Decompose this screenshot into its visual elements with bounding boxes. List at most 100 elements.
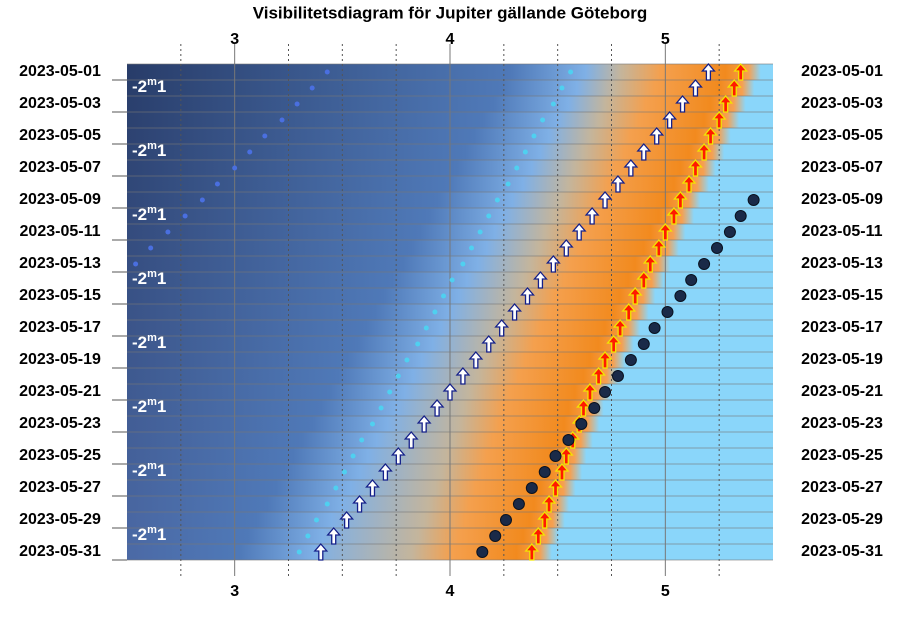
- magnitude-sign: -2: [132, 525, 147, 544]
- date-label-right: 2023-05-03: [801, 95, 883, 112]
- date-label-right: 2023-05-13: [801, 255, 883, 272]
- arrow: [558, 239, 574, 257]
- magnitude-sign: -2: [132, 205, 147, 224]
- dot: [469, 245, 475, 251]
- date-label-right: 2023-05-19: [801, 351, 883, 368]
- date-label-left: 2023-05-05: [19, 127, 101, 144]
- dot: [514, 165, 520, 171]
- arrow: [657, 223, 673, 241]
- date-label-left: 2023-05-07: [19, 159, 101, 176]
- dot: [247, 149, 253, 155]
- magnitude-decimal: 1: [157, 525, 166, 544]
- dot: [432, 309, 438, 315]
- dot: [309, 85, 315, 91]
- dot: [568, 69, 574, 75]
- dot: [324, 501, 330, 507]
- magnitude-sign: -2: [132, 461, 147, 480]
- dot: [359, 437, 365, 443]
- dot: [296, 549, 302, 555]
- dot: [148, 245, 154, 251]
- dot: [214, 181, 220, 187]
- x-tick-label-top: 3: [230, 31, 239, 48]
- dot: [199, 197, 205, 203]
- arrow: [468, 351, 484, 369]
- dot: [531, 133, 537, 139]
- arrow: [681, 175, 697, 193]
- dot: [324, 69, 330, 75]
- date-label-left: 2023-05-19: [19, 351, 101, 368]
- date-label-left: 2023-05-21: [19, 383, 101, 400]
- arrow: [545, 255, 561, 273]
- arrow: [377, 463, 393, 481]
- arrow: [403, 431, 419, 449]
- big-dot: [734, 210, 747, 222]
- dot: [165, 229, 171, 235]
- arrow: [688, 79, 703, 97]
- magnitude-label: -2m1: [132, 140, 166, 161]
- magnitude-decimal: 1: [157, 333, 166, 352]
- dot: [477, 229, 483, 235]
- date-label-right: 2023-05-31: [801, 543, 883, 560]
- arrow: [651, 239, 667, 257]
- date-label-left: 2023-05-17: [19, 319, 101, 336]
- arrow: [390, 447, 406, 465]
- arrow: [365, 479, 380, 497]
- date-label-left: 2023-05-15: [19, 287, 101, 304]
- magnitude-unit: m: [147, 204, 157, 216]
- magnitude-unit: m: [147, 460, 157, 472]
- arrow: [554, 463, 570, 481]
- date-label-left: 2023-05-27: [19, 479, 101, 496]
- magnitude-decimal: 1: [157, 397, 166, 416]
- magnitude-decimal: 1: [157, 205, 166, 224]
- date-label-right: 2023-05-17: [801, 319, 883, 336]
- arrow: [442, 383, 458, 401]
- dot: [522, 149, 528, 155]
- big-dot: [747, 194, 760, 206]
- date-label-right: 2023-05-21: [801, 383, 883, 400]
- date-label-left: 2023-05-01: [19, 63, 101, 80]
- arrow: [339, 511, 355, 529]
- dot: [505, 181, 511, 187]
- magnitude-unit: m: [147, 332, 157, 344]
- arrow: [520, 287, 535, 305]
- big-dot: [588, 402, 601, 414]
- arrow: [313, 543, 329, 561]
- magnitude-label: -2m1: [132, 204, 166, 225]
- dot: [441, 293, 447, 299]
- arrow: [688, 159, 703, 177]
- magnitude-sign: -2: [132, 333, 147, 352]
- date-label-right: 2023-05-07: [801, 159, 883, 176]
- dot: [341, 469, 347, 475]
- dot: [540, 117, 546, 123]
- magnitude-label: -2m1: [132, 268, 166, 289]
- magnitude-sign: -2: [132, 77, 147, 96]
- x-tick-label-bottom: 4: [446, 583, 455, 600]
- arrow: [530, 527, 546, 545]
- arrow: [524, 543, 540, 561]
- dot: [133, 261, 139, 267]
- dot: [494, 197, 500, 203]
- magnitude-decimal: 1: [157, 77, 166, 96]
- chart-title: Visibilitetsdiagram för Jupiter gällande…: [253, 3, 648, 22]
- dot: [415, 341, 421, 347]
- big-dot: [549, 450, 562, 462]
- arrow: [696, 143, 712, 161]
- big-dot: [661, 306, 674, 318]
- magnitude-label: -2m1: [132, 460, 166, 481]
- big-dot: [698, 258, 711, 270]
- arrow: [718, 95, 734, 113]
- arrow: [494, 319, 510, 337]
- x-tick-label-bottom: 3: [230, 583, 239, 600]
- big-dot: [599, 386, 612, 398]
- dot: [395, 373, 401, 379]
- date-label-right: 2023-05-09: [801, 191, 883, 208]
- dot: [294, 101, 300, 107]
- arrow: [621, 303, 637, 321]
- x-tick-label-top: 4: [446, 31, 455, 48]
- magnitude-unit: m: [147, 268, 157, 280]
- magnitude-unit: m: [147, 396, 157, 408]
- date-label-left: 2023-05-23: [19, 415, 101, 432]
- arrow: [582, 383, 598, 401]
- arrow: [416, 415, 432, 433]
- magnitude-label: -2m1: [132, 524, 166, 545]
